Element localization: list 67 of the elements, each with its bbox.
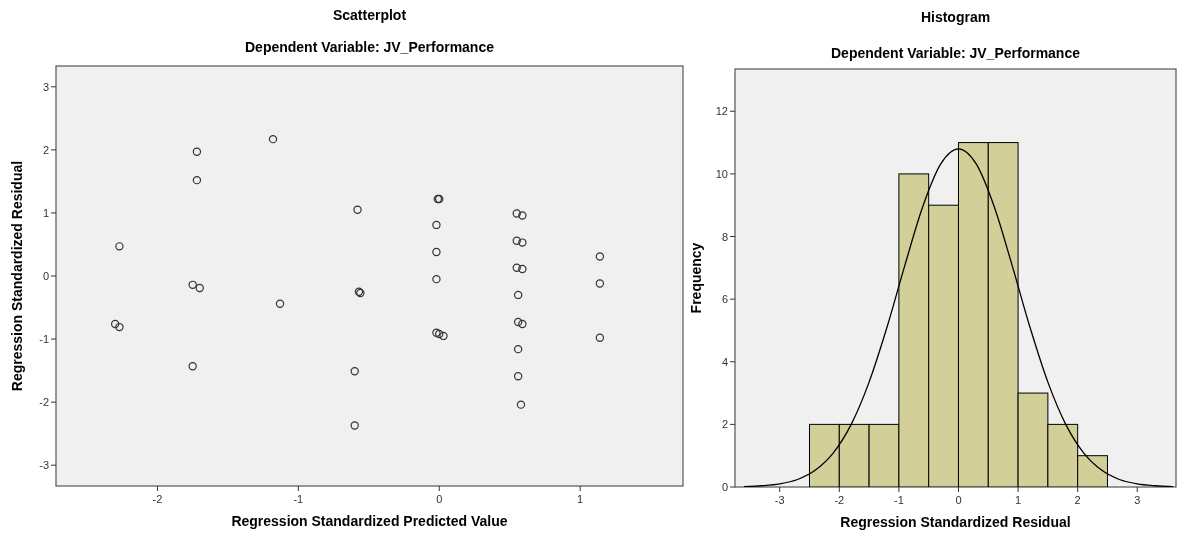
y-tick-label: 12 [715, 105, 728, 118]
x-tick-label: -1 [893, 494, 904, 506]
point [518, 264, 527, 274]
point [350, 421, 359, 430]
x-tick-label: -2 [152, 493, 163, 505]
point [595, 279, 605, 288]
point [512, 263, 521, 272]
y-tick-label: -1 [39, 333, 49, 346]
chart-title: Histogram [920, 9, 991, 25]
point [513, 317, 523, 327]
x-axis-title: Regression Standardized Predicted Value [231, 513, 508, 529]
point [595, 252, 605, 261]
x-tick-label: 3 [1134, 494, 1141, 506]
chart-title: Scatterplot [332, 7, 407, 23]
x-tick-label: -3 [774, 494, 785, 506]
y-tick-label: -2 [39, 396, 49, 409]
point [115, 322, 124, 332]
point [432, 247, 441, 257]
y-tick-label: 4 [721, 355, 728, 368]
point [513, 290, 523, 300]
point [513, 372, 523, 381]
point [188, 280, 197, 290]
y-tick-label: 8 [721, 230, 728, 243]
point [518, 211, 527, 220]
point [432, 328, 441, 337]
point [512, 236, 521, 245]
point [275, 299, 285, 308]
point [110, 319, 120, 329]
x-tick-label: 0 [436, 493, 443, 505]
x-tick-label: -2 [834, 494, 845, 506]
x-tick-label: 0 [955, 494, 962, 506]
point [518, 238, 527, 247]
y-tick-label: -3 [39, 459, 49, 472]
y-axis-title: Frequency [688, 242, 704, 314]
point [350, 367, 359, 376]
x-tick-label: 2 [1074, 494, 1081, 506]
point [435, 329, 444, 339]
point [195, 283, 204, 293]
chart-subtitle: Dependent Variable: JV_Performance [245, 39, 495, 55]
point [432, 274, 441, 284]
point [518, 319, 527, 329]
y-tick-label: 2 [721, 418, 728, 431]
y-tick-label: 1 [42, 206, 49, 219]
y-tick-label: 6 [721, 293, 728, 306]
x-tick-label: 1 [1015, 494, 1022, 506]
point [188, 361, 197, 371]
y-tick-label: 3 [42, 80, 49, 93]
chart-subtitle: Dependent Variable: JV_Performance [831, 45, 1081, 61]
x-tick-label: -1 [293, 493, 304, 505]
point [268, 134, 278, 144]
y-tick-label: 0 [721, 481, 728, 493]
y-tick-label: 10 [715, 167, 728, 180]
point [115, 242, 124, 251]
point [192, 175, 202, 185]
point [595, 333, 605, 342]
point [353, 205, 362, 214]
y-axis-title: Regression Standardized Residual [9, 160, 25, 392]
point [512, 209, 521, 218]
y-tick-label: 0 [42, 270, 49, 282]
y-tick-label: 2 [42, 143, 49, 156]
x-axis-title: Regression Standardized Residual [840, 514, 1071, 530]
point [513, 344, 523, 354]
x-tick-label: 1 [577, 493, 584, 505]
point [439, 331, 448, 341]
point [432, 220, 441, 230]
point [516, 400, 526, 409]
point [192, 147, 202, 156]
